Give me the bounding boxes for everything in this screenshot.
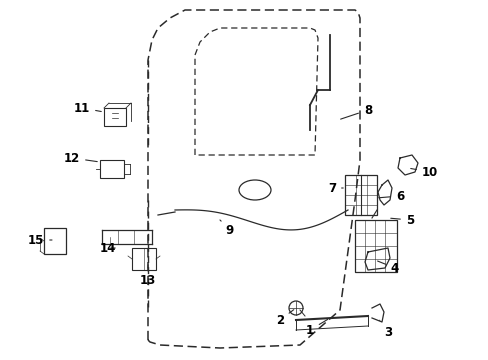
Text: 7: 7: [327, 181, 343, 194]
Bar: [104, 108, 126, 126]
Text: 14: 14: [100, 242, 116, 255]
Text: 12: 12: [64, 152, 97, 165]
Bar: [345, 175, 376, 215]
Bar: [44, 228, 66, 254]
Text: 9: 9: [220, 220, 234, 237]
Text: 8: 8: [340, 104, 371, 119]
Text: 15: 15: [28, 234, 52, 247]
Text: 2: 2: [275, 310, 293, 327]
Text: 5: 5: [390, 213, 413, 226]
Bar: [100, 160, 124, 178]
Text: 1: 1: [305, 319, 327, 337]
Text: 6: 6: [378, 189, 403, 202]
Bar: [354, 220, 396, 272]
Text: 13: 13: [140, 265, 156, 287]
Text: 11: 11: [74, 102, 101, 114]
Text: 4: 4: [377, 261, 398, 275]
Text: 10: 10: [410, 166, 437, 179]
Text: 3: 3: [379, 320, 391, 338]
Bar: [132, 248, 156, 270]
